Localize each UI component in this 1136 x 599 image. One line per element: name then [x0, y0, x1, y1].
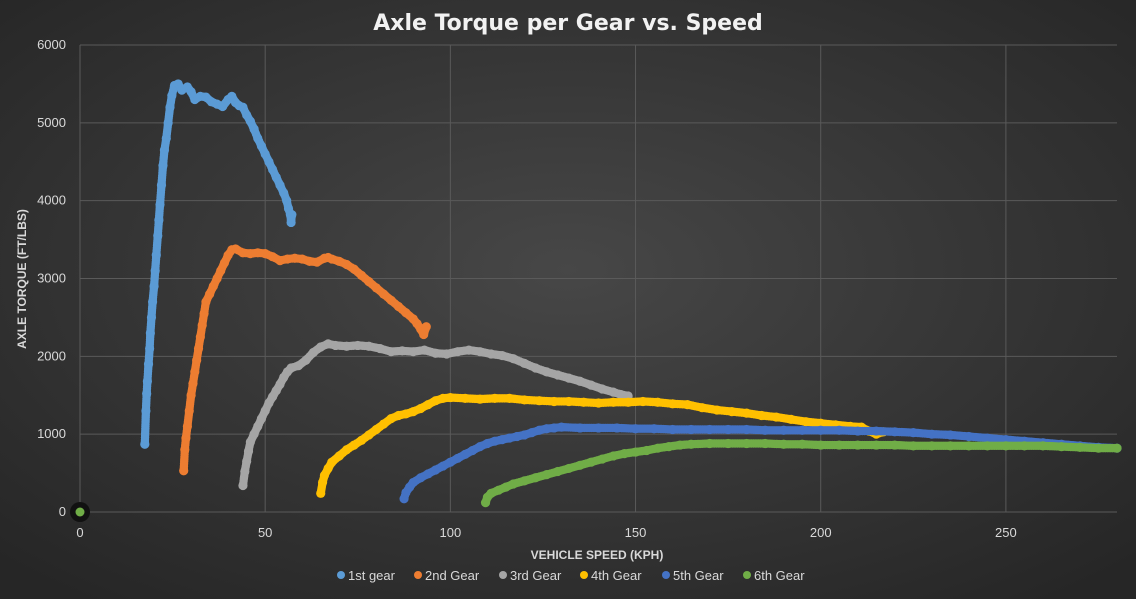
legend-item: 1st gear: [337, 568, 396, 583]
y-axis-ticks: 0 1000 2000 3000 4000 5000 6000: [37, 37, 66, 519]
legend: 1st gear 2nd Gear 3rd Gear 4th Gear 5th Gear…: [337, 568, 805, 583]
y-tick-label: 0: [59, 504, 66, 519]
legend-label: 5th Gear: [673, 568, 724, 583]
legend-item: 2nd Gear: [414, 568, 480, 583]
y-tick-label: 5000: [37, 115, 66, 130]
data-point: [287, 210, 297, 220]
y-tick-label: 2000: [37, 348, 66, 363]
legend-marker: [662, 571, 670, 579]
legend-label: 4th Gear: [591, 568, 642, 583]
legend-marker: [337, 571, 345, 579]
legend-label: 3rd Gear: [510, 568, 562, 583]
series-1: [140, 79, 297, 449]
legend-marker: [499, 571, 507, 579]
legend-marker: [414, 571, 422, 579]
legend-label: 2nd Gear: [425, 568, 480, 583]
y-axis-title: AXLE TORQUE (FT/LBS): [15, 209, 29, 349]
legend-marker: [743, 571, 751, 579]
x-axis-ticks: 0 50 100 150 200 250: [76, 525, 1016, 540]
x-tick-label: 0: [76, 525, 83, 540]
series-layer: [70, 79, 1122, 522]
data-point: [1112, 443, 1122, 453]
series-5: [399, 422, 1122, 504]
x-tick-label: 50: [258, 525, 272, 540]
legend-item: 4th Gear: [580, 568, 642, 583]
x-axis-title: VEHICLE SPEED (KPH): [531, 548, 664, 562]
y-tick-label: 4000: [37, 193, 66, 208]
y-tick-label: 1000: [37, 426, 66, 441]
x-tick-label: 250: [995, 525, 1017, 540]
legend-label: 1st gear: [348, 568, 396, 583]
legend-item: 3rd Gear: [499, 568, 562, 583]
x-tick-label: 150: [625, 525, 647, 540]
x-tick-label: 200: [810, 525, 832, 540]
chart-title: Axle Torque per Gear vs. Speed: [373, 11, 763, 36]
legend-marker: [580, 571, 588, 579]
origin-point: [75, 507, 85, 517]
legend-item: 6th Gear: [743, 568, 805, 583]
series-4: [316, 392, 889, 498]
series-3: [238, 339, 633, 491]
legend-label: 6th Gear: [754, 568, 805, 583]
gridlines: [79, 44, 1117, 513]
y-tick-label: 6000: [37, 37, 66, 52]
series-2: [179, 244, 431, 476]
x-tick-label: 100: [440, 525, 462, 540]
data-point: [421, 322, 431, 332]
y-tick-label: 3000: [37, 271, 66, 286]
legend-item: 5th Gear: [662, 568, 724, 583]
